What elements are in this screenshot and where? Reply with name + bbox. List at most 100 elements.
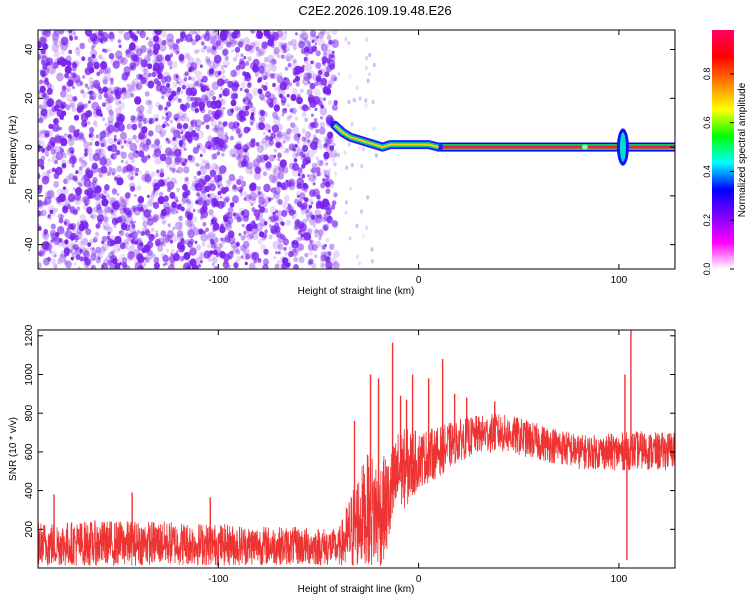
noise-blob bbox=[244, 89, 247, 93]
noise-blob bbox=[297, 167, 303, 174]
noise-blob bbox=[162, 91, 166, 96]
noise-blob bbox=[360, 164, 364, 169]
noise-blob bbox=[272, 169, 277, 175]
noise-blob bbox=[216, 151, 221, 156]
noise-blob bbox=[144, 170, 150, 177]
noise-blob bbox=[86, 206, 93, 214]
noise-blob bbox=[73, 114, 80, 121]
noise-blob bbox=[177, 166, 184, 174]
noise-blob bbox=[307, 149, 315, 159]
noise-blob bbox=[91, 255, 96, 261]
noise-blob bbox=[151, 71, 157, 78]
noise-blob bbox=[170, 151, 176, 158]
noise-blob bbox=[201, 97, 209, 106]
noise-blob bbox=[258, 196, 266, 205]
noise-blob bbox=[130, 33, 136, 39]
noise-blob bbox=[307, 243, 314, 251]
noise-blob bbox=[72, 187, 76, 191]
noise-blob bbox=[282, 238, 289, 246]
noise-blob bbox=[137, 123, 142, 128]
noise-blob bbox=[221, 74, 226, 80]
noise-blob bbox=[297, 140, 300, 144]
noise-blob bbox=[270, 125, 274, 130]
noise-blob bbox=[82, 195, 89, 204]
noise-blob bbox=[175, 199, 179, 203]
noise-blob bbox=[97, 86, 102, 91]
noise-blob bbox=[219, 165, 227, 174]
noise-blob bbox=[45, 151, 50, 157]
noise-blob bbox=[299, 192, 306, 200]
noise-blob bbox=[45, 133, 50, 138]
noise-blob bbox=[286, 257, 291, 262]
noise-blob bbox=[101, 243, 109, 252]
noise-blob bbox=[84, 66, 92, 76]
noise-blob bbox=[299, 33, 303, 38]
noise-blob bbox=[287, 62, 292, 68]
noise-blob bbox=[301, 32, 309, 41]
snr-ytick-label: 1000 bbox=[24, 363, 35, 386]
noise-blob bbox=[306, 214, 312, 221]
noise-blob bbox=[110, 80, 114, 86]
noise-blob bbox=[137, 195, 145, 204]
noise-blob bbox=[186, 134, 193, 143]
noise-blob bbox=[314, 107, 318, 111]
noise-blob bbox=[190, 62, 198, 71]
noise-blob bbox=[136, 84, 141, 90]
noise-blob bbox=[281, 44, 286, 50]
noise-blob bbox=[53, 254, 57, 258]
noise-blob bbox=[162, 254, 169, 263]
noise-blob bbox=[43, 247, 47, 252]
noise-blob bbox=[72, 175, 78, 181]
noise-blob bbox=[66, 204, 71, 210]
noise-blob bbox=[154, 137, 161, 146]
noise-blob bbox=[101, 198, 109, 207]
noise-blob bbox=[60, 214, 65, 220]
noise-blob bbox=[118, 44, 122, 49]
noise-blob bbox=[104, 123, 108, 127]
noise-blob bbox=[235, 131, 239, 135]
noise-blob bbox=[78, 157, 83, 163]
noise-blob bbox=[82, 137, 86, 142]
noise-blob bbox=[44, 109, 52, 118]
noise-blob bbox=[240, 81, 246, 89]
noise-blob bbox=[112, 201, 120, 210]
noise-blob bbox=[282, 131, 287, 137]
noise-blob bbox=[173, 113, 180, 121]
noise-blob bbox=[114, 262, 121, 269]
noise-blob bbox=[222, 139, 227, 144]
noise-blob bbox=[110, 90, 115, 95]
noise-blob bbox=[199, 105, 205, 112]
noise-blob bbox=[140, 65, 146, 72]
noise-blob bbox=[263, 183, 271, 193]
noise-blob bbox=[327, 83, 332, 89]
noise-blob bbox=[294, 65, 302, 75]
noise-blob bbox=[318, 214, 323, 219]
noise-blob bbox=[151, 182, 156, 187]
noise-blob bbox=[107, 226, 113, 234]
noise-blob bbox=[50, 223, 56, 230]
noise-blob bbox=[224, 235, 231, 243]
noise-blob bbox=[97, 30, 104, 37]
noise-blob bbox=[51, 250, 57, 257]
spectrogram-xtick-label: -100 bbox=[208, 275, 228, 286]
noise-blob bbox=[79, 80, 84, 86]
noise-blob bbox=[302, 76, 310, 86]
noise-blob bbox=[169, 53, 173, 58]
noise-blob bbox=[289, 204, 295, 212]
noise-blob bbox=[277, 141, 283, 148]
noise-blob bbox=[201, 159, 206, 164]
noise-blob bbox=[164, 54, 171, 62]
noise-blob bbox=[171, 93, 179, 101]
noise-blob bbox=[90, 253, 97, 261]
noise-blob bbox=[320, 77, 328, 86]
noise-blob bbox=[129, 227, 137, 236]
noise-blob bbox=[47, 214, 52, 218]
noise-blob bbox=[73, 243, 80, 251]
noise-blob bbox=[182, 184, 188, 191]
noise-blob bbox=[259, 115, 265, 123]
noise-blob bbox=[44, 242, 52, 252]
noise-blob bbox=[323, 51, 327, 57]
noise-blob bbox=[217, 190, 222, 196]
noise-blob bbox=[99, 147, 103, 153]
